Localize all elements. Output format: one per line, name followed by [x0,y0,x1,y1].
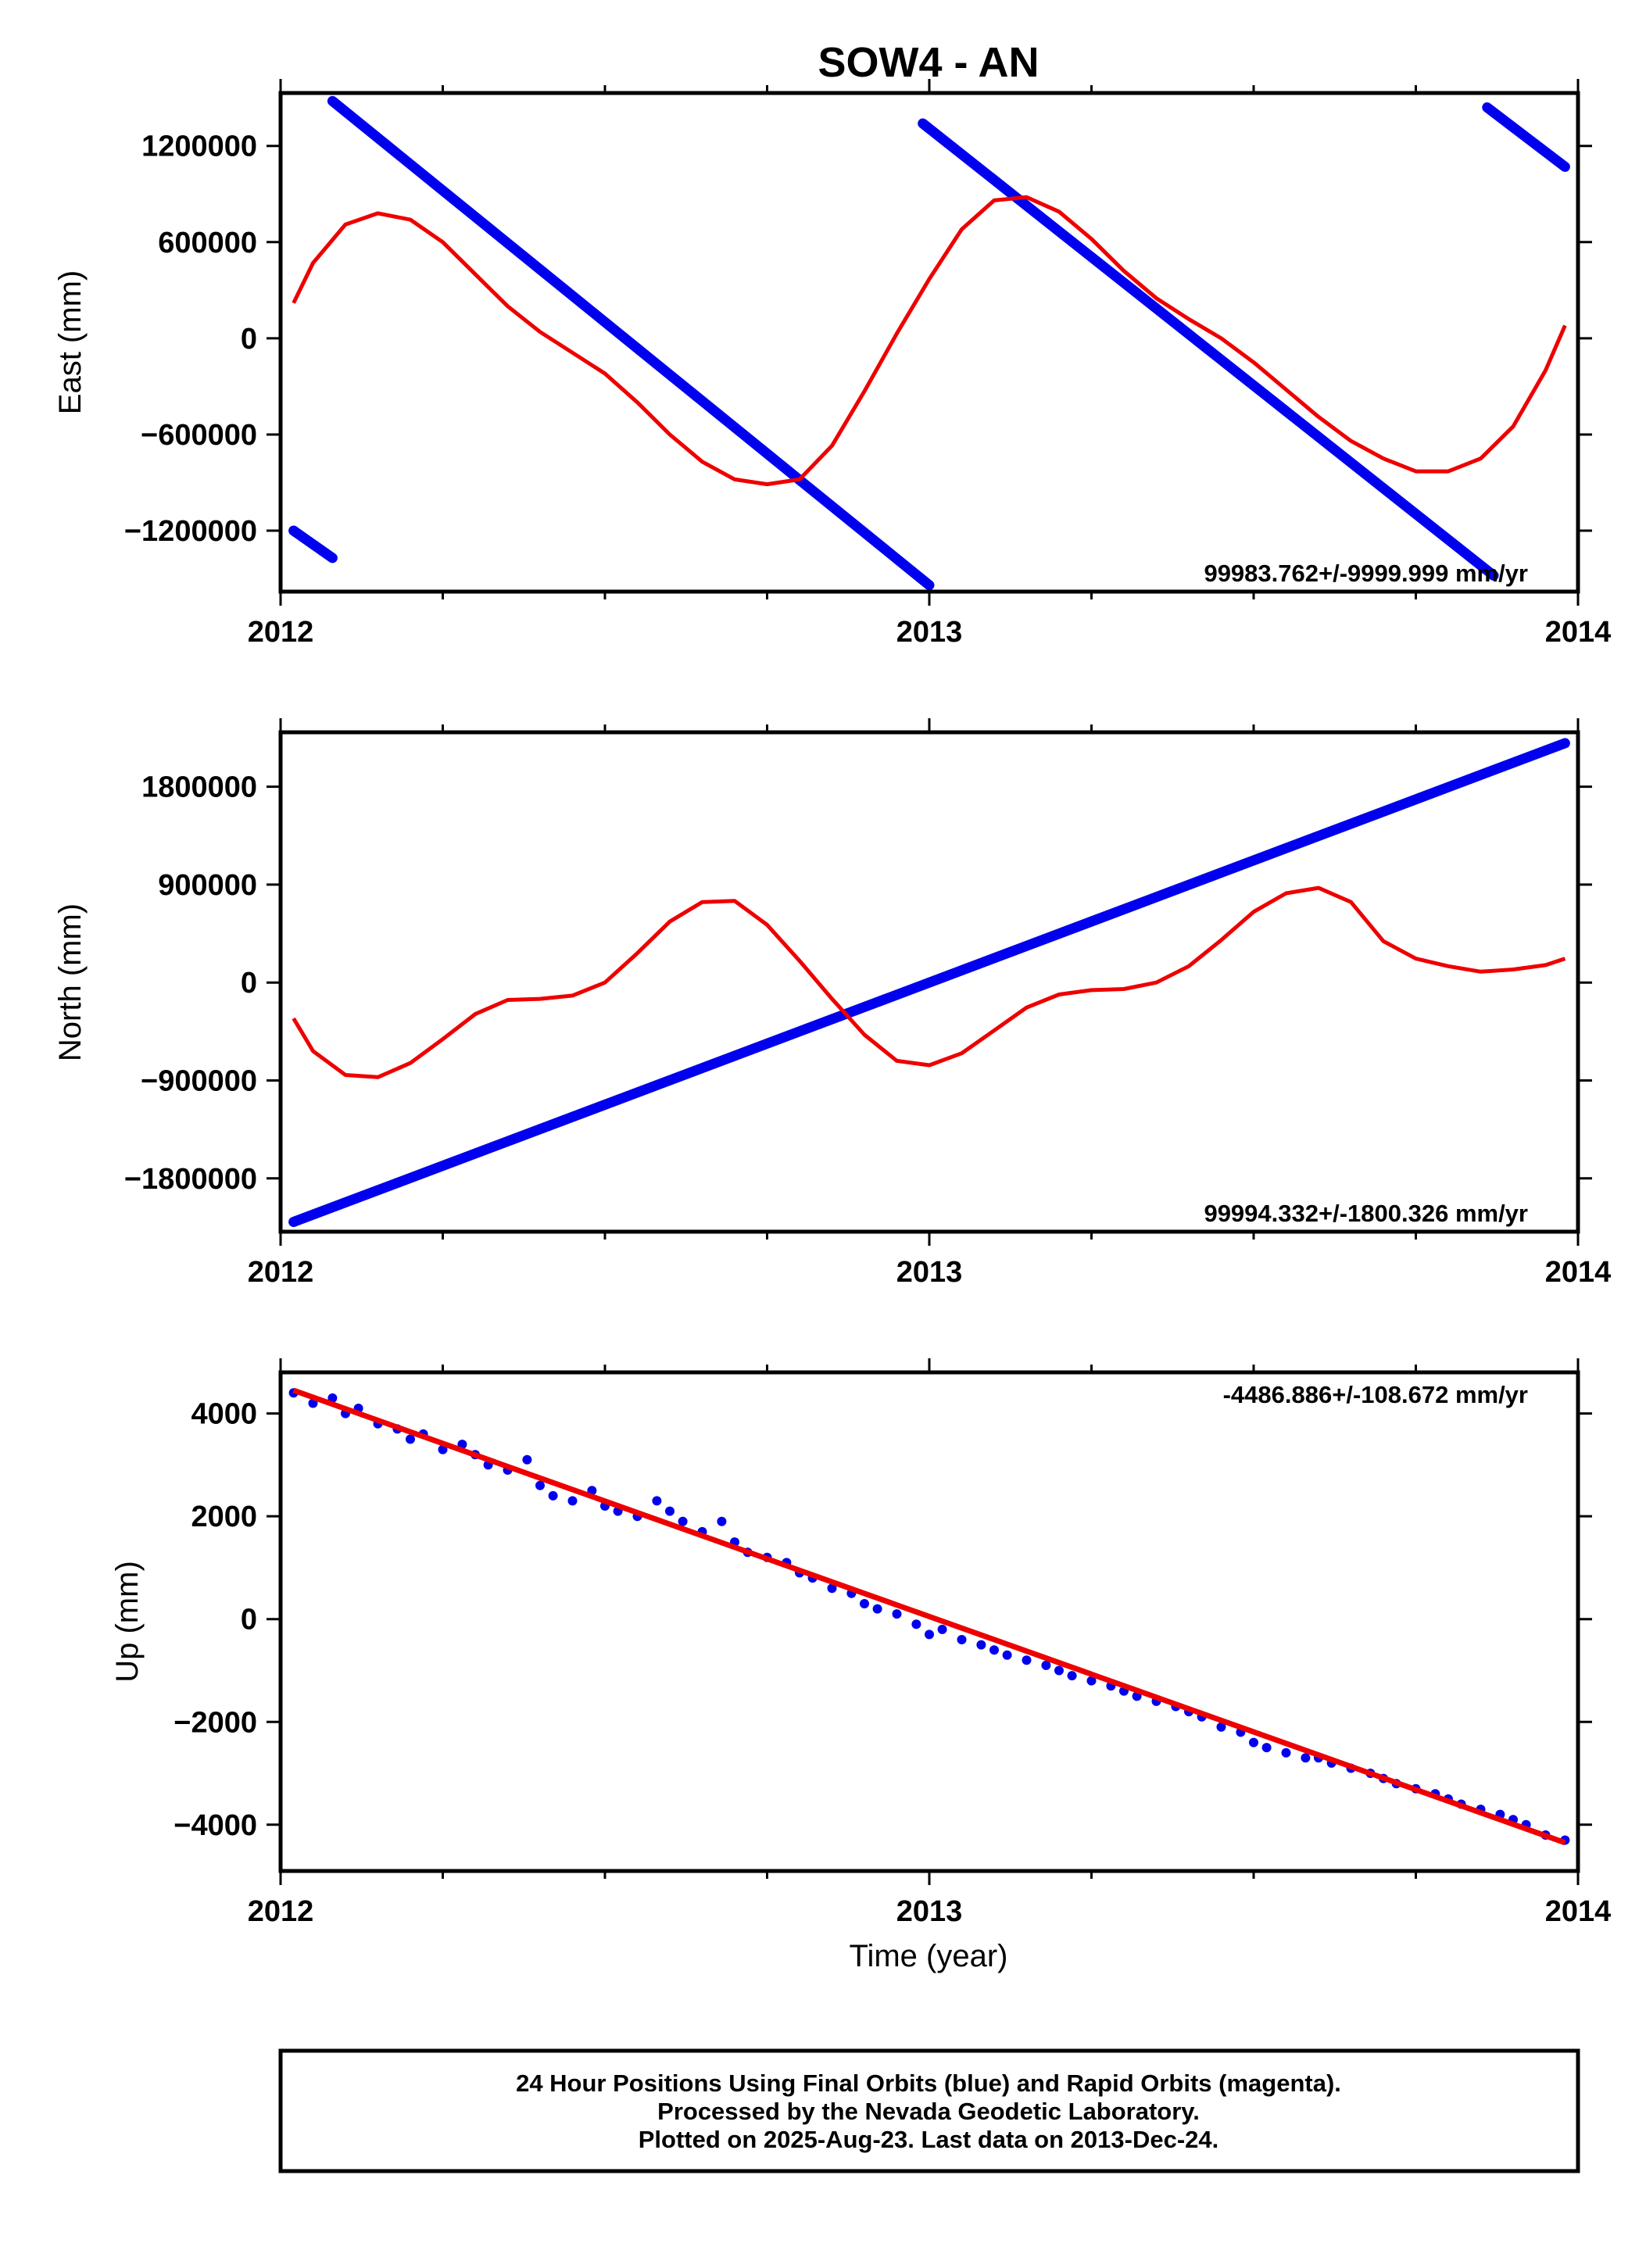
up-data-point [522,1454,532,1465]
up-y-axis-label: Up (mm) [110,1561,145,1683]
up-data-point [1022,1655,1032,1665]
up-data-point [406,1434,415,1444]
east-panel: 2012 2013 2014 1200000 600000 0 −600000 −120000… [53,79,1611,649]
up-frame [278,1370,1580,1873]
north-x-tick-label: 2012 [248,1256,314,1289]
east-final-orbit-series-2 [918,118,1499,581]
up-y-tick-label: −4000 [174,1809,257,1842]
east-y-axis-label: East (mm) [53,270,88,414]
up-y-tick-label: 0 [241,1604,257,1637]
up-data-point [872,1604,882,1614]
up-data-point [860,1599,869,1608]
north-fit-curve [292,885,1566,1079]
up-data-point [989,1645,999,1655]
east-frame [278,91,1580,594]
north-y-axis-label: North (mm) [53,903,88,1061]
east-plot-area [288,95,1570,591]
up-data-point [925,1629,934,1640]
north-final-orbit-series-0 [288,738,1570,1227]
north-y-tick-label: 900000 [158,869,257,902]
up-data-point [548,1490,558,1501]
up-x-tick-label: 2013 [896,1895,963,1928]
north-rate-label: 99994.332+/-1800.326 mm/yr [1204,1200,1528,1227]
up-data-point [327,1393,338,1403]
east-final-orbit-series-0 [288,525,338,563]
up-x-tick-label: 2012 [248,1895,314,1928]
up-data-point [535,1480,545,1490]
up-data-point [937,1624,947,1634]
north-x-tick-label: 2014 [1545,1256,1612,1289]
up-data-point [665,1506,675,1516]
up-data-point [976,1640,986,1650]
up-ticks: 2012 2013 2014 4000 2000 0 −2000 −4000 [174,1358,1611,1928]
caption-line-2: Processed by the Nevada Geodetic Laborat… [657,2098,1200,2125]
chart-title: SOW4 - AN [818,39,1039,86]
up-data-point [678,1516,688,1526]
up-data-point [567,1496,578,1506]
east-rate-label: 99983.762+/-9999.999 mm/yr [1204,560,1528,587]
east-final-orbit-series-3 [1482,102,1570,172]
up-data-point [827,1583,837,1594]
east-fit-curve [292,195,1567,487]
north-y-tick-label: 0 [241,967,257,1000]
north-x-tick-label: 2013 [896,1256,963,1289]
up-data-point [652,1496,662,1506]
caption-line-3: Plotted on 2025-Aug-23. Last data on 201… [639,2126,1219,2153]
up-data-point [1216,1722,1226,1732]
up-data-point [1249,1737,1258,1748]
up-data-point [1281,1748,1291,1758]
north-y-tick-label: −900000 [141,1064,257,1097]
up-data-point [911,1619,921,1629]
north-ticks: 2012 2013 2014 1800000 900000 0 −900000 −180000… [124,718,1611,1289]
north-plot-area [288,738,1570,1227]
up-fit-curve [292,1387,1566,1846]
up-data-point [957,1635,967,1644]
up-plot-area [288,1387,1570,1846]
east-final-orbit-series-1 [327,95,935,591]
up-data-point [1054,1665,1064,1676]
east-x-tick-label: 2013 [896,616,963,649]
up-rate-label: -4486.886+/-108.672 mm/yr [1223,1381,1528,1408]
x-axis-label: Time (year) [850,1939,1008,1973]
caption-line-1: 24 Hour Positions Using Final Orbits (bl… [516,2069,1341,2097]
up-y-tick-label: 4000 [191,1398,257,1431]
north-y-tick-label: −1800000 [124,1163,257,1196]
east-x-tick-label: 2014 [1545,616,1612,649]
east-ticks: 2012 2013 2014 1200000 600000 0 −600000 −120000… [124,79,1611,649]
north-y-tick-label: 1800000 [141,771,257,804]
east-y-tick-label: 1200000 [141,131,257,163]
up-data-point [1261,1743,1272,1753]
up-data-point [1067,1671,1077,1681]
caption-box: 24 Hour Positions Using Final Orbits (bl… [278,2048,1580,2173]
up-data-point [1301,1753,1311,1763]
east-y-tick-label: −1200000 [124,515,257,548]
up-y-tick-label: −2000 [174,1706,257,1739]
caption-frame [278,2048,1580,2173]
north-panel: 2012 2013 2014 1800000 900000 0 −900000 −180000… [53,718,1611,1289]
up-data-point [1041,1660,1051,1670]
up-data-point [717,1516,727,1526]
up-data-point [1002,1650,1012,1660]
up-data-point [892,1609,902,1619]
up-data-point [1086,1676,1097,1686]
east-y-tick-label: −600000 [141,419,257,452]
east-y-tick-label: 0 [241,323,257,356]
up-x-tick-label: 2014 [1545,1895,1612,1928]
east-x-tick-label: 2012 [248,616,314,649]
up-y-tick-label: 2000 [191,1501,257,1533]
east-y-tick-label: 600000 [158,227,257,259]
